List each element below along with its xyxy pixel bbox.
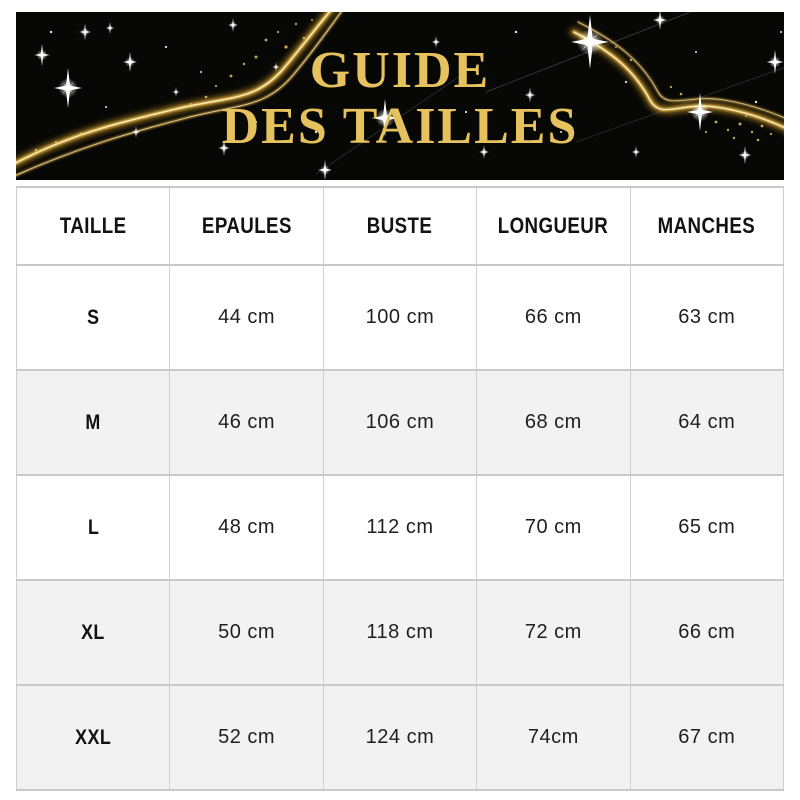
- banner-decoration: [16, 12, 784, 180]
- epaules-value: 48 cm: [218, 516, 276, 538]
- size-table: TAILLE EPAULES BUSTE LONGUEUR MANCHES S …: [15, 186, 785, 791]
- column-header-epaules: EPAULES: [169, 186, 324, 266]
- table-row-s: S 44 cm 100 cm 66 cm 63 cm: [15, 264, 785, 371]
- longueur-cell: 74cm: [476, 684, 631, 791]
- epaules-cell: 44 cm: [169, 264, 324, 371]
- buste-value: 124 cm: [365, 726, 435, 748]
- size-cell: XL: [15, 579, 171, 686]
- buste-value: 118 cm: [366, 621, 434, 643]
- sparkle-stars-icon: [34, 12, 784, 180]
- manches-value: 65 cm: [678, 516, 736, 538]
- gold-swoosh-left-icon: [16, 12, 343, 177]
- size-table-header: TAILLE EPAULES BUSTE LONGUEUR MANCHES: [15, 186, 785, 266]
- manches-cell: 66 cm: [629, 579, 785, 686]
- column-header-longueur: LONGUEUR: [476, 186, 631, 266]
- size-label: L: [87, 515, 99, 539]
- size-cell: L: [15, 474, 171, 581]
- column-header-epaules-label: EPAULES: [201, 213, 292, 238]
- buste-value: 100 cm: [365, 306, 435, 328]
- size-cell: M: [15, 369, 171, 476]
- column-header-taille-label: TAILLE: [59, 213, 127, 238]
- size-label: S: [87, 305, 100, 329]
- banner: GUIDE DES TAILLES: [16, 12, 784, 180]
- gold-swoosh-right-icon: [569, 21, 784, 133]
- table-row-xl: XL 50 cm 118 cm 72 cm 66 cm: [15, 579, 785, 686]
- manches-value: 64 cm: [678, 411, 736, 433]
- star-dots-icon: [49, 30, 782, 134]
- longueur-value: 70 cm: [524, 516, 582, 538]
- column-header-taille: TAILLE: [15, 186, 171, 266]
- size-label: XL: [81, 620, 106, 644]
- table-row-xxl: XXL 52 cm 124 cm 74cm 67 cm: [15, 684, 785, 791]
- longueur-value: 72 cm: [524, 621, 582, 643]
- buste-value: 112 cm: [366, 516, 434, 538]
- longueur-value: 68 cm: [524, 411, 582, 433]
- longueur-cell: 70 cm: [476, 474, 631, 581]
- column-header-manches-label: MANCHES: [658, 213, 756, 238]
- longueur-value: 74cm: [527, 726, 579, 748]
- longueur-cell: 66 cm: [476, 264, 631, 371]
- size-cell: XXL: [15, 684, 171, 791]
- gold-dust-icon: [34, 19, 773, 152]
- table-row-l: L 48 cm 112 cm 70 cm 65 cm: [15, 474, 785, 581]
- manches-cell: 67 cm: [629, 684, 785, 791]
- buste-cell: 118 cm: [322, 579, 478, 686]
- epaules-cell: 52 cm: [169, 684, 324, 791]
- epaules-cell: 50 cm: [169, 579, 324, 686]
- buste-cell: 106 cm: [322, 369, 478, 476]
- header-row: TAILLE EPAULES BUSTE LONGUEUR MANCHES: [15, 186, 785, 266]
- epaules-cell: 46 cm: [169, 369, 324, 476]
- column-header-longueur-label: LONGUEUR: [498, 213, 609, 238]
- buste-cell: 124 cm: [322, 684, 478, 791]
- size-table-body: S 44 cm 100 cm 66 cm 63 cm M 46 cm 106 c…: [15, 264, 785, 791]
- epaules-value: 52 cm: [218, 726, 276, 748]
- column-header-buste: BUSTE: [322, 186, 478, 266]
- manches-cell: 63 cm: [629, 264, 785, 371]
- epaules-value: 46 cm: [218, 411, 276, 433]
- buste-cell: 112 cm: [322, 474, 478, 581]
- size-label: XXL: [75, 725, 112, 749]
- epaules-cell: 48 cm: [169, 474, 324, 581]
- manches-value: 66 cm: [678, 621, 736, 643]
- buste-cell: 100 cm: [322, 264, 478, 371]
- buste-value: 106 cm: [365, 411, 435, 433]
- size-label: M: [85, 410, 101, 434]
- column-header-buste-label: BUSTE: [367, 213, 433, 238]
- star-rays-icon: [315, 12, 784, 175]
- column-header-manches: MANCHES: [629, 186, 785, 266]
- size-cell: S: [15, 264, 171, 371]
- manches-value: 67 cm: [678, 726, 736, 748]
- manches-value: 63 cm: [678, 306, 736, 328]
- manches-cell: 64 cm: [629, 369, 785, 476]
- longueur-value: 66 cm: [524, 306, 582, 328]
- manches-cell: 65 cm: [629, 474, 785, 581]
- table-row-m: M 46 cm 106 cm 68 cm 64 cm: [15, 369, 785, 476]
- longueur-cell: 68 cm: [476, 369, 631, 476]
- longueur-cell: 72 cm: [476, 579, 631, 686]
- epaules-value: 44 cm: [218, 306, 276, 328]
- epaules-value: 50 cm: [218, 621, 276, 643]
